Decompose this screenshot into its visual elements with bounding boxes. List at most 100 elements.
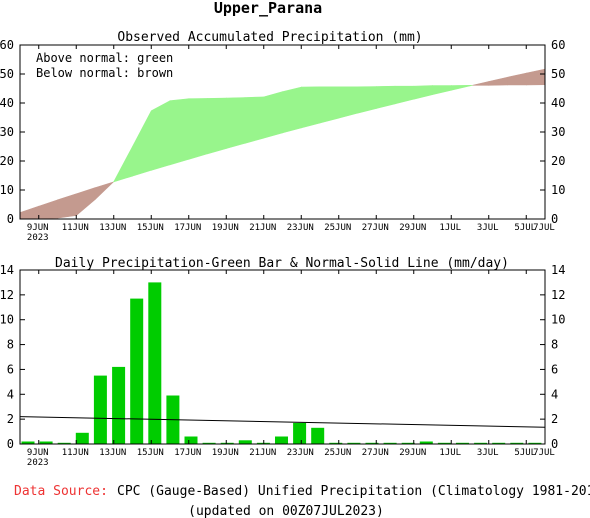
daily-bar [474,442,488,444]
accum-area-segment-4-0 [94,181,114,201]
daily-bar [510,442,524,444]
bottom-chart-bar-layer [19,282,546,444]
bottom-ytick-left-label: 4 [7,387,14,401]
accum-area-segment-21-0 [413,85,433,100]
source-text: CPC (Gauge-Based) Unified Precipitation … [117,484,590,499]
daily-bar [75,432,89,444]
daily-bar [21,441,35,444]
accum-area-segment-7-0 [151,100,171,171]
accum-area-segment-26-0 [507,72,527,86]
top-ytick-left-label: 0 [7,212,14,226]
accum-area-segment-9-0 [188,98,208,160]
bottom-ytick-right-label: 10 [551,313,565,327]
accum-area-segment-0-0 [19,205,40,220]
top-ytick-right-label: 40 [551,96,565,110]
daily-bar [238,440,252,444]
accum-area-segment-14-0 [282,86,302,134]
accum-area-segment-8-0 [169,98,190,166]
accum-area-segment-11-0 [226,97,246,149]
bottom-ytick-right-label: 12 [551,288,565,302]
bottom-year-label: 2023 [27,458,49,468]
daily-bar [456,442,469,444]
bottom-xtick-label: 23JUN [287,448,314,458]
top-xtick-label: 23JUN [287,223,314,233]
bottom-xtick-label: 13JUN [99,448,126,458]
bottom-ytick-right-label: 6 [551,362,558,376]
accum-area-segment-3-0 [76,187,96,217]
accum-area-segment-27-0 [525,68,546,86]
top-xtick-label: 3JUL [477,223,499,233]
legend-above: Above normal: green [36,51,173,65]
top-ytick-right-label: 20 [551,154,565,168]
bottom-chart-frame [19,269,546,445]
bottom-xtick-label: 29JUN [399,448,426,458]
daily-bar [130,298,144,444]
bottom-ytick-right-label: 2 [551,412,558,426]
top-xtick-label: 9JUN [27,223,49,233]
accum-area-segment-10-0 [207,97,227,155]
bottom-xtick-label: 15JUN [137,448,164,458]
bottom-xtick-label: 7JUL [533,448,555,458]
bottom-ytick-left-label: 8 [7,338,14,352]
daily-bar [93,375,107,444]
daily-bar [311,427,325,444]
bottom-xtick-label: 1JUL [439,448,461,458]
source-label: Data Source: [14,484,108,499]
accum-area-segment-2-0 [57,193,77,219]
daily-bar [275,436,288,444]
accum-area-segment-12-0 [244,96,265,144]
top-ytick-right-label: 30 [551,125,565,139]
top-xtick-label: 25JUN [324,223,351,233]
top-xtick-label: 17JUN [174,223,201,233]
top-ytick-left-label: 10 [0,183,14,197]
daily-bar [202,442,216,444]
daily-bar [419,441,433,444]
top-ytick-left-label: 60 [0,38,14,52]
top-year-label: 2023 [27,233,49,243]
daily-bar [365,442,379,444]
bottom-xtick-label: 27JUN [362,448,389,458]
bottom-ytick-left-label: 0 [7,437,14,451]
bottom-xtick-label: 25JUN [324,448,351,458]
top-xtick-label: 7JUL [533,223,555,233]
bottom-ytick-right-label: 0 [551,437,558,451]
top-ytick-right-label: 0 [551,212,558,226]
daily-bar [528,442,542,444]
bottom-ytick-right-label: 14 [551,263,565,277]
top-ytick-left-label: 30 [0,125,14,139]
top-chart-axes: 0 0 10 10 20 20 30 30 40 40 50 50 60 60 9JUN 11JUN 13JUN… [0,38,565,243]
bottom-xtick-label: 5JUL [514,448,536,458]
daily-bar [184,436,198,444]
accum-area-segment-6-0 [132,110,152,177]
top-xtick-label: 13JUN [99,223,126,233]
daily-bar [293,422,307,444]
page-title: Upper_Parana [214,0,322,17]
top-chart-title: Observed Accumulated Precipitation (mm) [117,30,422,45]
top-xtick-label: 21JUN [249,223,276,233]
accum-area-segment-24-1 [472,81,490,86]
bottom-ytick-right-label: 8 [551,338,558,352]
bottom-xtick-label: 19JUN [212,448,239,458]
daily-bar [347,442,361,444]
accum-area-segment-19-0 [375,85,396,109]
accum-area-segment-20-0 [394,85,415,105]
daily-bar [492,442,506,444]
legend-below: Below normal: brown [36,66,173,80]
top-ytick-left-label: 40 [0,96,14,110]
top-xtick-label: 1JUL [439,223,461,233]
bottom-xtick-label: 9JUN [27,448,49,458]
top-ytick-left-label: 20 [0,154,14,168]
accum-area-segment-1-0 [38,199,58,219]
bottom-xtick-label: 11JUN [62,448,89,458]
daily-bar [39,441,53,444]
accum-area-segment-22-0 [432,85,452,95]
top-xtick-label: 19JUN [212,223,239,233]
daily-normal-line [19,416,546,428]
top-ytick-right-label: 50 [551,67,565,81]
accum-area-segment-13-0 [263,91,283,139]
top-ytick-right-label: 60 [551,38,565,52]
top-xtick-label: 29JUN [399,223,426,233]
daily-bar [112,366,126,444]
daily-bar [148,282,162,444]
